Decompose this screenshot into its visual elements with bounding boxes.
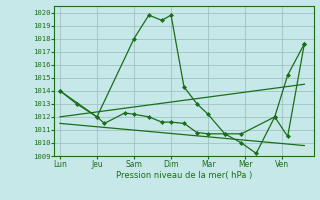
X-axis label: Pression niveau de la mer( hPa ): Pression niveau de la mer( hPa ) bbox=[116, 171, 252, 180]
